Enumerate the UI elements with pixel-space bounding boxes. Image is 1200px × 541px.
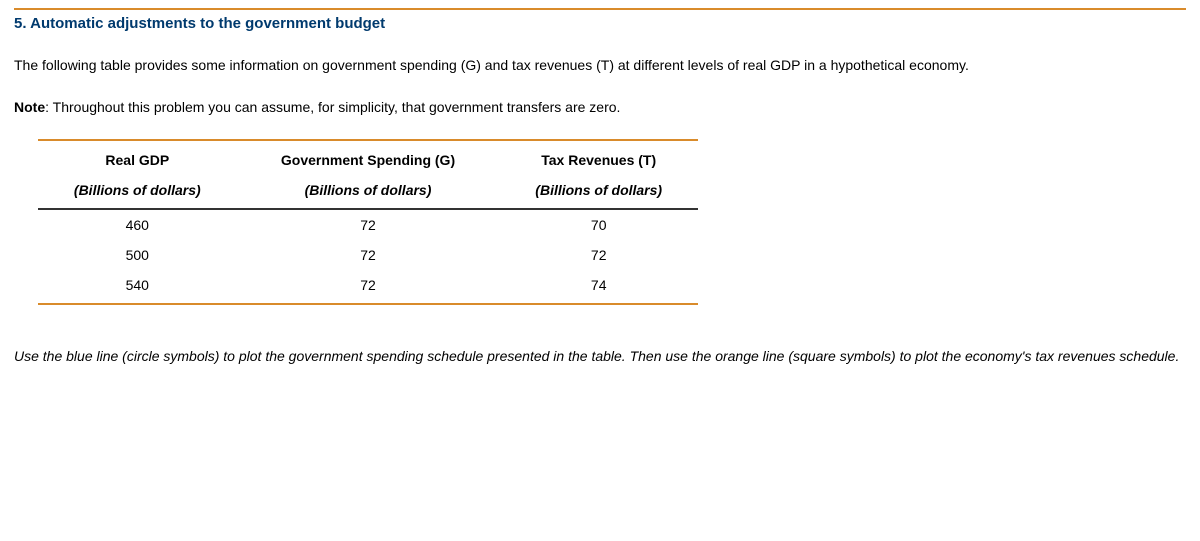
- col-sub-tax: (Billions of dollars): [499, 175, 698, 208]
- col-sub-spending: (Billions of dollars): [237, 175, 500, 208]
- note-paragraph: Note: Throughout this problem you can as…: [14, 96, 1186, 118]
- col-header-spending: Government Spending (G): [237, 140, 500, 175]
- note-text: : Throughout this problem you can assume…: [45, 99, 620, 115]
- table-row: 540 72 74: [38, 270, 698, 303]
- cell-tax: 74: [499, 270, 698, 303]
- col-header-tax: Tax Revenues (T): [499, 140, 698, 175]
- cell-tax: 70: [499, 209, 698, 240]
- section-heading: 5. Automatic adjustments to the governme…: [14, 8, 1186, 36]
- table-header-row: Real GDP Government Spending (G) Tax Rev…: [38, 140, 698, 175]
- intro-paragraph: The following table provides some inform…: [14, 54, 1186, 76]
- table-subheader-row: (Billions of dollars) (Billions of dolla…: [38, 175, 698, 208]
- table-row: 500 72 72: [38, 240, 698, 270]
- table-row: 460 72 70: [38, 209, 698, 240]
- cell-spending: 72: [237, 209, 500, 240]
- cell-tax: 72: [499, 240, 698, 270]
- cell-gdp: 500: [38, 240, 237, 270]
- cell-gdp: 540: [38, 270, 237, 303]
- col-header-gdp: Real GDP: [38, 140, 237, 175]
- cell-gdp: 460: [38, 209, 237, 240]
- note-label: Note: [14, 99, 45, 115]
- col-sub-gdp: (Billions of dollars): [38, 175, 237, 208]
- plot-instruction: Use the blue line (circle symbols) to pl…: [14, 345, 1186, 367]
- data-table-container: Real GDP Government Spending (G) Tax Rev…: [38, 139, 698, 305]
- data-table: Real GDP Government Spending (G) Tax Rev…: [38, 139, 698, 305]
- cell-spending: 72: [237, 270, 500, 303]
- cell-spending: 72: [237, 240, 500, 270]
